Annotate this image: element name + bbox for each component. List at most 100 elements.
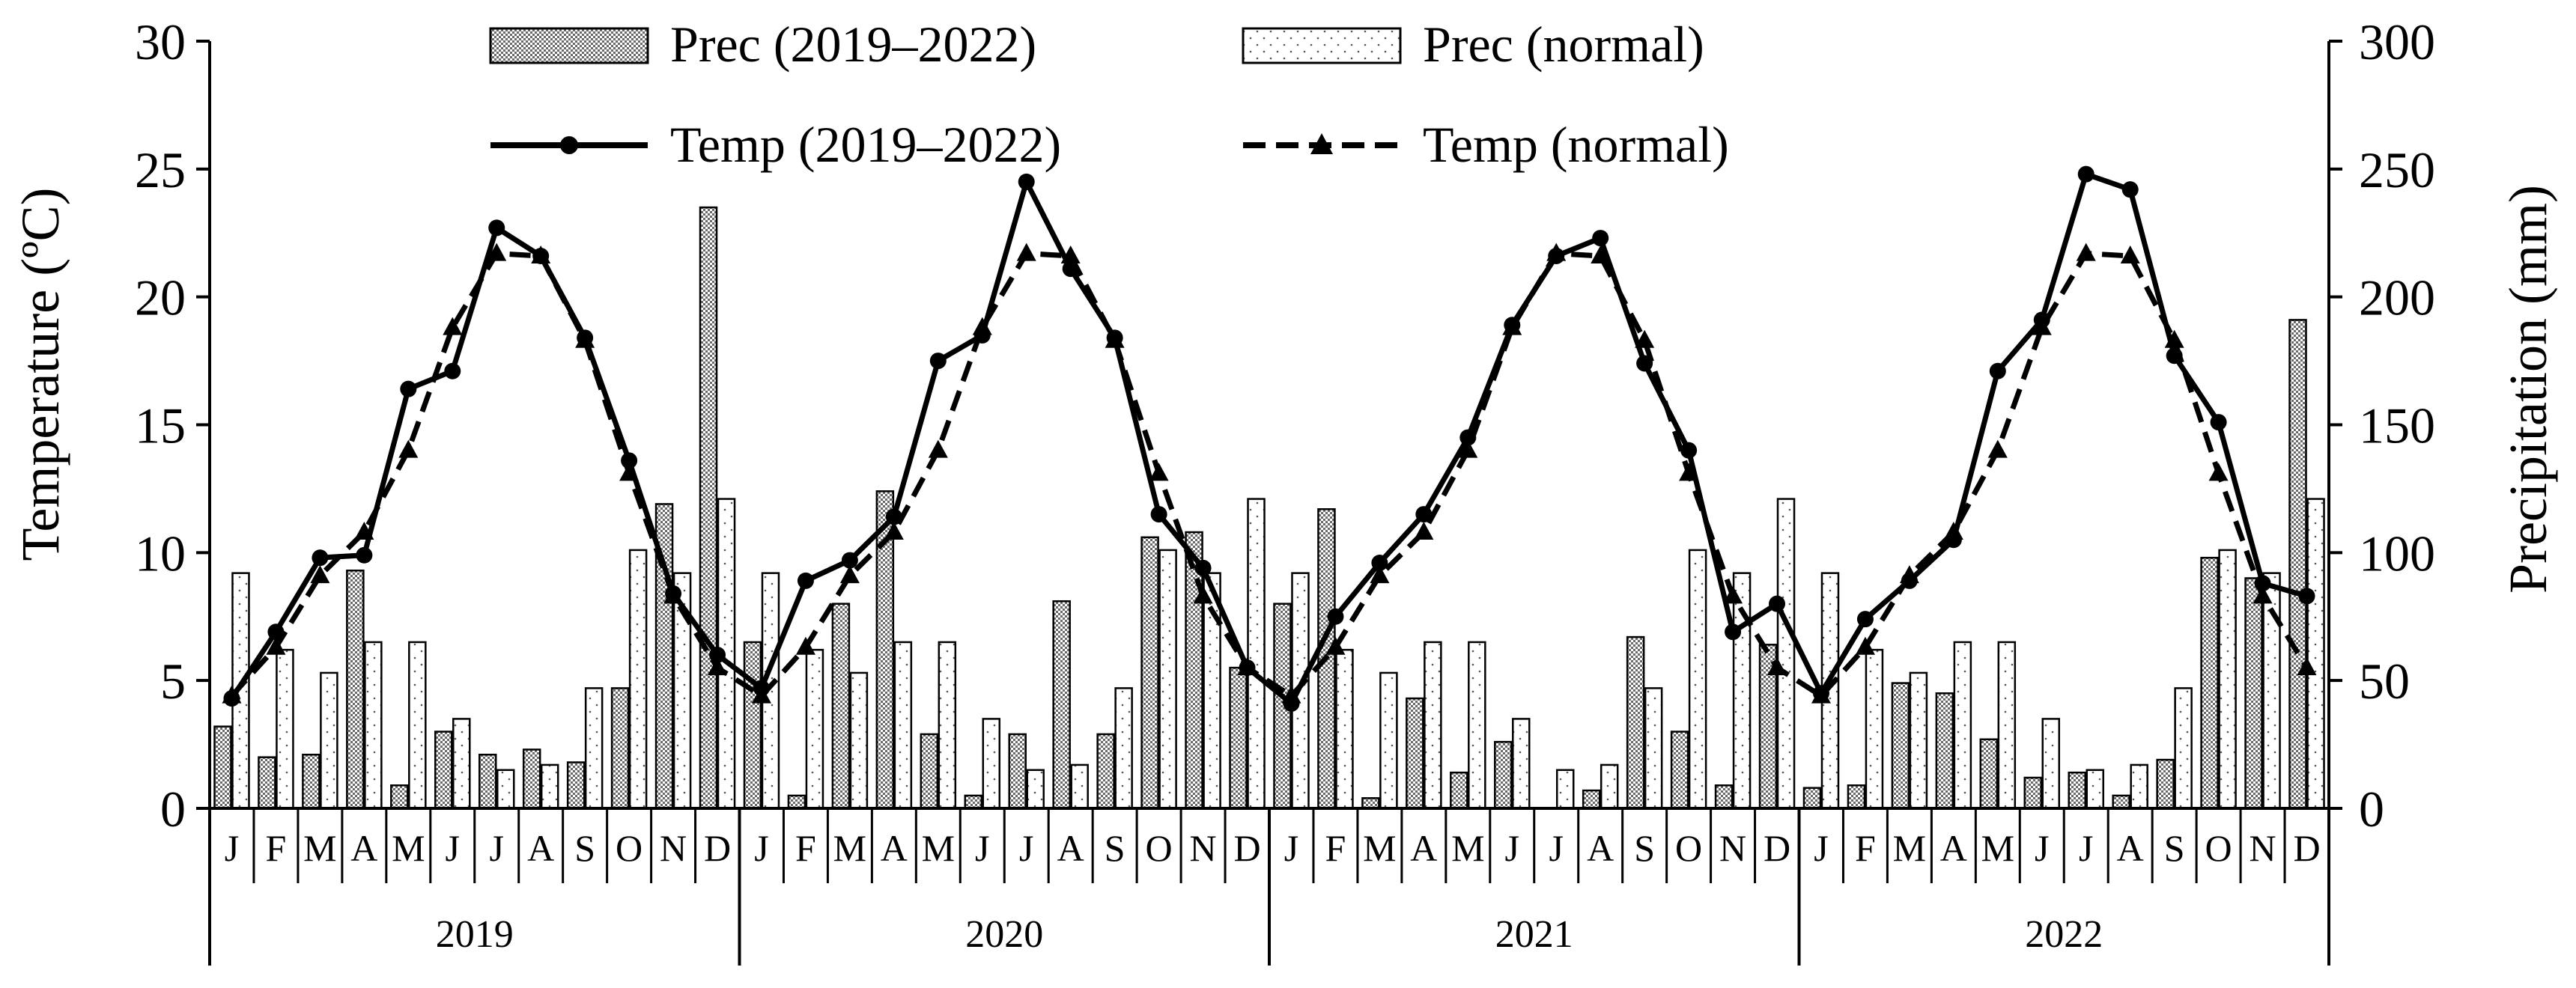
point-temp-normal xyxy=(972,317,992,335)
bar-prec-normal xyxy=(1776,498,1796,810)
point-temp-obs xyxy=(1856,611,1874,628)
month-label: J xyxy=(1284,827,1298,869)
point-temp-normal xyxy=(531,246,551,263)
point-temp-obs xyxy=(444,362,461,379)
y-tick-label-right: 300 xyxy=(2359,13,2435,70)
point-temp-normal xyxy=(751,685,771,704)
month-label: M xyxy=(1893,827,1926,869)
point-temp-obs xyxy=(929,353,947,370)
y-tick-label-right: 250 xyxy=(2359,141,2435,198)
point-temp-normal xyxy=(354,522,374,540)
point-temp-obs xyxy=(1018,173,1035,190)
year-label: 2020 xyxy=(965,913,1043,956)
point-temp-obs xyxy=(1680,442,1698,459)
bar-prec-normal xyxy=(408,641,427,810)
bar-prec-normal xyxy=(1335,648,1354,810)
bar-prec-obs xyxy=(390,784,409,810)
bar-prec-obs xyxy=(346,570,365,810)
month-label: M xyxy=(1981,827,2014,869)
point-temp-normal xyxy=(398,439,419,458)
bar-prec-obs xyxy=(920,733,939,810)
point-temp-obs xyxy=(488,219,505,237)
point-temp-normal xyxy=(619,463,640,481)
legend-swatch-prec-obs xyxy=(489,27,649,64)
point-temp-obs xyxy=(1194,559,1212,576)
month-label: A xyxy=(1940,827,1967,869)
point-temp-normal xyxy=(2208,463,2229,481)
point-temp-normal xyxy=(839,565,860,584)
point-temp-normal xyxy=(1943,522,1963,540)
y-tick-label-left: 25 xyxy=(135,141,186,198)
year-label: 2021 xyxy=(1495,913,1573,956)
bar-prec-normal xyxy=(938,641,957,810)
bar-prec-obs xyxy=(1626,635,1645,810)
point-temp-obs xyxy=(2210,414,2227,431)
bar-prec-normal xyxy=(364,641,383,810)
month-label: O xyxy=(616,827,643,869)
bar-prec-normal xyxy=(584,687,604,810)
point-temp-normal xyxy=(795,636,815,655)
year-label: 2019 xyxy=(436,913,514,956)
point-temp-normal xyxy=(1149,463,1169,481)
point-temp-normal xyxy=(1414,522,1434,540)
point-temp-normal xyxy=(1193,585,1213,604)
point-temp-normal xyxy=(663,585,684,604)
bar-prec-obs xyxy=(1361,797,1380,810)
month-label: N xyxy=(660,827,687,869)
point-temp-obs xyxy=(1062,260,1079,278)
bar-prec-normal xyxy=(2041,718,2061,810)
month-label: J xyxy=(1814,827,1828,869)
bar-prec-obs xyxy=(2288,319,2307,810)
point-temp-normal xyxy=(1987,439,2008,458)
point-temp-obs xyxy=(312,549,329,567)
legend: Prec (2019–2022) Prec (normal) Temp (201… xyxy=(489,16,1729,173)
point-temp-normal xyxy=(575,329,595,348)
month-label: N xyxy=(1719,827,1746,869)
month-label: J xyxy=(2079,827,2093,869)
month-label: F xyxy=(1325,827,1346,869)
y-tick-label-right: 150 xyxy=(2359,397,2435,454)
point-temp-obs xyxy=(1725,623,1742,641)
point-temp-normal xyxy=(2120,246,2140,263)
point-temp-obs xyxy=(621,452,638,469)
bar-prec-normal xyxy=(1114,687,1133,810)
point-temp-normal xyxy=(1016,243,1036,261)
y-tick-label-left: 5 xyxy=(160,653,186,710)
month-label: S xyxy=(1634,827,1655,869)
bar-prec-normal xyxy=(1158,549,1177,810)
y-tick-label-right: 50 xyxy=(2359,653,2410,710)
bar-prec-normal xyxy=(982,718,1001,810)
point-temp-normal xyxy=(708,657,728,676)
lines-layer xyxy=(222,165,2317,712)
month-label: F xyxy=(1855,827,1876,869)
month-label: A xyxy=(1587,827,1614,869)
y-axis-label-right: Precipitation (mm) xyxy=(2498,185,2558,594)
bar-prec-obs xyxy=(1406,697,1424,810)
y-axis-label-left: Temperature (ºC) xyxy=(10,187,70,561)
bar-prec-obs xyxy=(743,641,762,810)
point-temp-obs xyxy=(797,572,814,589)
bar-prec-normal xyxy=(1688,549,1707,810)
point-temp-normal xyxy=(310,565,330,584)
y-tick-label-right: 0 xyxy=(2359,781,2384,838)
bar-prec-normal xyxy=(1026,769,1045,810)
bar-prec-normal xyxy=(849,671,869,810)
point-temp-normal xyxy=(2032,317,2052,335)
month-label: D xyxy=(2293,827,2320,869)
point-temp-normal xyxy=(1635,329,1655,348)
bar-prec-obs xyxy=(2244,577,2263,810)
bar-prec-normal xyxy=(540,763,559,810)
point-temp-obs xyxy=(885,508,902,525)
month-label: J xyxy=(489,827,503,869)
point-temp-normal xyxy=(487,243,507,261)
month-label: J xyxy=(975,827,989,869)
month-label: F xyxy=(266,827,287,869)
bar-prec-obs xyxy=(1670,731,1689,810)
month-label: A xyxy=(1057,827,1084,869)
y-tick-label-left: 0 xyxy=(160,781,186,838)
month-label: O xyxy=(1675,827,1702,869)
month-label: M xyxy=(1363,827,1396,869)
point-temp-obs xyxy=(1415,506,1433,523)
point-temp-normal xyxy=(2164,329,2184,348)
